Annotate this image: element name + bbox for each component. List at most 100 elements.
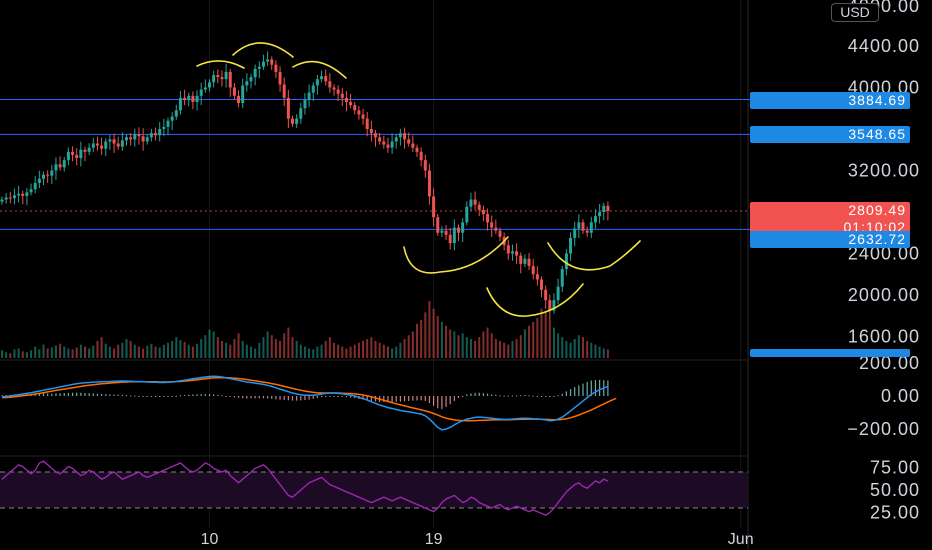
- macd-histogram-bar: [291, 396, 294, 401]
- macd-histogram-bar: [412, 396, 414, 401]
- candle-body: [8, 197, 12, 199]
- volume-bar: [245, 344, 248, 358]
- volume-bar: [212, 331, 215, 358]
- macd-histogram-bar: [466, 394, 468, 396]
- volume-bar: [391, 348, 394, 358]
- volume-bar: [92, 345, 95, 358]
- candle-body: [540, 279, 543, 290]
- macd-histogram-bar: [561, 393, 563, 396]
- volume-bar: [121, 342, 124, 358]
- volume-bar: [25, 352, 28, 358]
- currency-label: USD: [840, 4, 870, 20]
- macd-histogram-bar: [96, 393, 99, 396]
- macd-histogram-bar: [574, 387, 576, 396]
- candle-body: [506, 245, 510, 254]
- macd-histogram-bar: [540, 396, 543, 397]
- horizontal-levels: [0, 98, 770, 230]
- volume-bar: [565, 340, 568, 358]
- volume-bar: [320, 344, 323, 358]
- macd-histogram-bar: [545, 396, 547, 397]
- volume-bar: [254, 348, 257, 358]
- level-tag-2632: 2632.72: [750, 231, 910, 248]
- macd-histogram-bar: [370, 396, 372, 401]
- macd-histogram-bar: [337, 396, 339, 397]
- volume-bar: [233, 339, 236, 358]
- volume-bar: [540, 308, 543, 358]
- candle-body: [33, 182, 37, 190]
- macd-histogram-bar: [84, 393, 86, 396]
- macd-histogram-bar: [121, 394, 123, 396]
- volume-bar: [478, 337, 481, 358]
- volume-bar: [606, 349, 609, 358]
- macd-histogram-bar: [134, 395, 136, 397]
- volume-bar: [573, 339, 576, 358]
- candle-body: [224, 71, 228, 80]
- macd-histogram-bar: [154, 396, 157, 397]
- macd-histogram-bar: [146, 396, 148, 397]
- macd-histogram-bar: [233, 396, 235, 398]
- macd-histogram-bar: [366, 396, 368, 401]
- volume-bar: [241, 340, 244, 358]
- volume-bar: [569, 342, 572, 358]
- volume-bar: [324, 340, 327, 358]
- candle-body: [245, 81, 249, 86]
- candle-body: [581, 222, 585, 231]
- volume-bar: [594, 344, 597, 358]
- macd-histogram-bar: [599, 379, 601, 396]
- candle-body: [174, 110, 178, 117]
- volume-bar: [341, 346, 344, 358]
- volume-bar: [220, 340, 223, 358]
- volume-bar: [154, 346, 157, 358]
- candle-body: [556, 286, 560, 301]
- macd-histogram-bar: [569, 389, 572, 396]
- candle-body: [257, 66, 261, 69]
- macd-histogram-bar: [217, 394, 219, 396]
- macd-histogram-bar: [71, 392, 74, 396]
- candle-body: [216, 75, 220, 78]
- time-tick: 19: [425, 531, 443, 548]
- volume-bar: [79, 344, 82, 358]
- volume-bar: [262, 337, 265, 358]
- volume-bar: [34, 346, 37, 358]
- candle-body: [108, 139, 112, 142]
- macd-histogram-bar: [499, 395, 501, 397]
- macd-histogram-bar: [200, 394, 202, 396]
- macd-histogram-bar: [457, 396, 460, 398]
- candle-body: [79, 149, 83, 159]
- price-tick: 3200.00: [848, 161, 920, 181]
- macd-histogram-bar: [503, 395, 505, 397]
- volume-bar: [582, 337, 584, 358]
- candle-body: [407, 139, 411, 144]
- volume-bar: [183, 341, 186, 358]
- currency-badge[interactable]: USD: [831, 3, 879, 22]
- candle-body: [593, 216, 597, 223]
- candle-body: [411, 143, 415, 148]
- volume-bar: [50, 347, 53, 358]
- volume-bar: [515, 339, 518, 358]
- macd-histogram-bar: [300, 396, 302, 401]
- volume-bar: [328, 337, 331, 358]
- macd-histogram-bar: [117, 394, 119, 396]
- macd-tick: 200.00: [859, 353, 920, 373]
- candle-body: [444, 230, 448, 235]
- candle-body: [423, 160, 427, 171]
- macd-histogram-bar: [333, 396, 335, 397]
- macd-histogram-bar: [196, 394, 198, 396]
- volume-bar: [200, 339, 203, 358]
- volume-bar: [299, 344, 302, 358]
- candle-body: [461, 222, 465, 233]
- macd-histogram-bar: [175, 395, 177, 397]
- candle-body: [274, 64, 278, 72]
- volume-bar: [279, 340, 282, 358]
- candle-body: [585, 230, 589, 233]
- volume-bar: [590, 342, 593, 358]
- macd-histogram-bar: [424, 396, 426, 401]
- candle-body: [286, 97, 290, 119]
- volume-axis-tag: [750, 349, 910, 357]
- macd-histogram-bar: [304, 396, 306, 401]
- macd-histogram-bar: [399, 396, 401, 402]
- macd-histogram-bar: [482, 393, 484, 396]
- macd-histogram-bar: [208, 394, 211, 396]
- candle-body: [486, 214, 490, 223]
